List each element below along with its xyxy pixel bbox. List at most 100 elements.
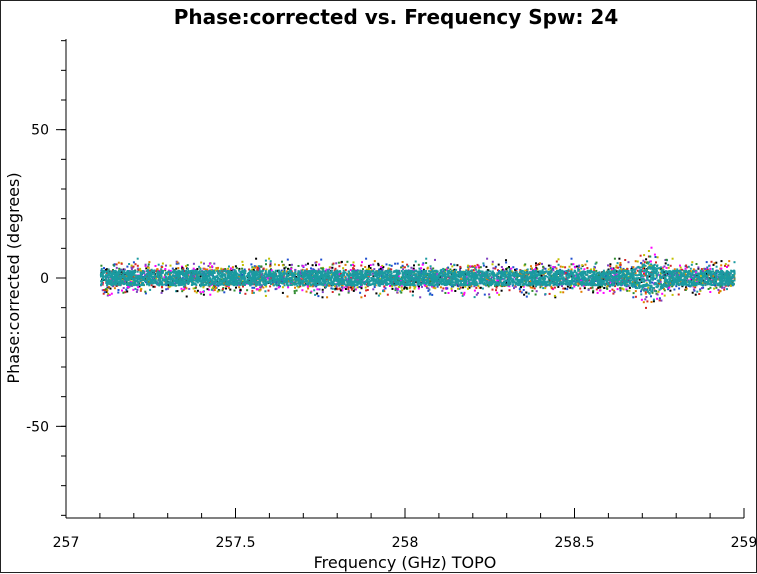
data-point: [666, 259, 668, 261]
data-point: [353, 261, 355, 263]
data-point: [382, 290, 384, 292]
data-point: [348, 290, 350, 292]
data-point: [709, 268, 711, 270]
data-point: [148, 267, 150, 269]
data-point: [586, 274, 588, 276]
data-point: [151, 284, 153, 286]
data-point: [131, 265, 133, 267]
data-point: [656, 277, 658, 279]
data-point: [509, 289, 511, 291]
data-point: [642, 260, 644, 262]
data-point: [346, 261, 348, 263]
data-point: [239, 289, 241, 291]
data-point: [126, 266, 128, 268]
data-point: [734, 261, 736, 263]
data-point: [365, 289, 367, 291]
data-point: [391, 285, 393, 287]
data-point: [724, 265, 726, 267]
data-point: [658, 291, 660, 293]
data-point: [473, 269, 475, 271]
data-point: [251, 290, 253, 292]
data-point: [359, 286, 361, 288]
data-point: [123, 287, 125, 289]
data-point: [348, 286, 350, 288]
data-point: [645, 307, 647, 309]
data-point: [646, 278, 648, 280]
data-point: [103, 267, 105, 269]
data-point: [606, 288, 608, 290]
data-point: [140, 289, 142, 291]
data-point: [232, 269, 234, 271]
data-point: [704, 268, 706, 270]
data-point: [161, 292, 163, 294]
data-point: [562, 275, 564, 277]
data-point: [307, 263, 309, 265]
data-point: [278, 286, 280, 288]
data-point: [136, 291, 138, 293]
data-point: [477, 264, 479, 266]
data-point: [628, 290, 630, 292]
data-point: [316, 293, 318, 295]
data-point: [667, 264, 669, 266]
data-point: [269, 265, 271, 267]
data-point: [224, 268, 226, 270]
data-point: [372, 264, 374, 266]
data-point: [357, 286, 359, 288]
data-point: [216, 270, 218, 272]
data-point: [425, 258, 427, 260]
data-point: [666, 275, 668, 277]
data-point: [545, 268, 547, 270]
data-point: [564, 266, 566, 268]
data-point: [727, 265, 729, 267]
y-tick-label: -50: [26, 419, 49, 435]
data-point: [620, 264, 622, 266]
data-point: [235, 265, 237, 267]
data-point: [657, 294, 659, 296]
data-point: [187, 268, 189, 270]
data-point: [257, 267, 259, 269]
data-point: [585, 264, 587, 266]
data-point: [646, 300, 648, 302]
data-point: [498, 294, 500, 296]
data-point: [660, 300, 662, 302]
data-point: [678, 294, 680, 296]
data-point: [492, 261, 494, 263]
data-point: [609, 290, 611, 292]
data-point: [213, 263, 215, 265]
data-point: [294, 290, 296, 292]
data-point: [185, 265, 187, 267]
data-point: [209, 294, 211, 296]
data-point: [441, 290, 443, 292]
data-point: [651, 301, 653, 303]
data-point: [542, 287, 544, 289]
data-point: [641, 299, 643, 301]
data-point: [373, 268, 375, 270]
data-point: [463, 294, 465, 296]
data-point: [137, 265, 139, 267]
data-point: [496, 292, 498, 294]
data-point: [586, 260, 588, 262]
data-point: [209, 263, 211, 265]
data-point: [361, 261, 363, 263]
data-point: [422, 264, 424, 266]
data-point: [287, 296, 289, 298]
data-point: [530, 265, 532, 267]
data-point: [554, 295, 556, 297]
data-point: [317, 295, 319, 297]
data-point: [554, 287, 556, 289]
data-point: [193, 288, 195, 290]
data-point: [603, 287, 605, 289]
data-point: [659, 299, 661, 301]
data-point: [448, 292, 450, 294]
data-point: [614, 258, 616, 260]
data-point: [541, 263, 543, 265]
data-point: [501, 290, 503, 292]
data-point: [597, 287, 599, 289]
data-point: [409, 286, 411, 288]
data-point: [713, 264, 715, 266]
data-point: [641, 280, 643, 282]
data-point: [413, 264, 415, 266]
data-point: [287, 259, 289, 261]
data-point: [268, 258, 270, 260]
data-point: [385, 287, 387, 289]
